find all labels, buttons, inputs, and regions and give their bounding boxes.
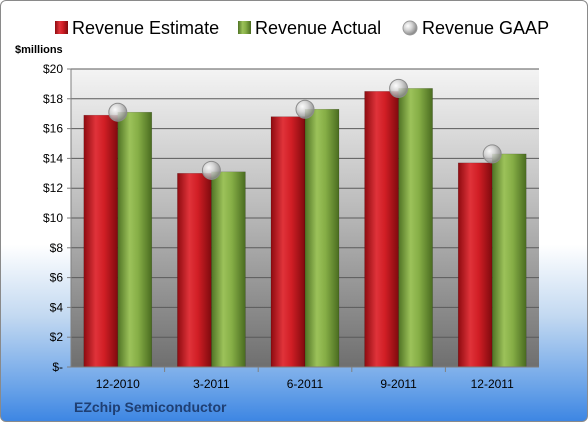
revenue-estimate-bar: [364, 91, 399, 368]
gaap-markers: [108, 78, 502, 180]
revenue-actual-bar: [304, 108, 340, 368]
legend-swatch-red: [55, 21, 68, 34]
revenue-gaap-marker: [482, 144, 502, 164]
legend-label-revenue-estimate: Revenue Estimate: [72, 18, 219, 38]
legend: Revenue Estimate Revenue Actual Revenue …: [55, 18, 549, 38]
company-name: EZchip Semiconductor: [74, 399, 227, 415]
revenue-estimate-bar: [270, 116, 306, 368]
y-tick-label: $8: [50, 241, 64, 255]
y-tick-label: $20: [43, 62, 63, 76]
y-axis-ticks: $- $2 $4 $6 $8 $10 $12 $14 $16 $18 $20: [43, 62, 71, 374]
revenue-estimate-bar: [177, 173, 212, 368]
x-tick-label: 3-2011: [193, 377, 230, 391]
legend-item-revenue-estimate: Revenue Estimate: [55, 18, 219, 38]
revenue-gaap-marker: [389, 78, 409, 98]
revenue-estimate-bar: [83, 114, 119, 368]
legend-item-revenue-actual: Revenue Actual: [238, 18, 381, 38]
y-tick-label: $2: [50, 330, 64, 344]
x-tick-label: 6-2011: [287, 377, 324, 391]
y-axis-unit-label: $millions: [15, 44, 63, 56]
legend-label-revenue-actual: Revenue Actual: [255, 18, 381, 38]
legend-item-revenue-gaap: Revenue GAAP: [402, 18, 549, 38]
y-tick-label: $-: [52, 360, 63, 374]
y-tick-label: $12: [43, 181, 63, 195]
revenue-gaap-marker: [295, 99, 315, 119]
y-tick-label: $4: [50, 300, 64, 314]
x-tick-label: 12-2011: [471, 377, 514, 391]
y-tick-label: $10: [43, 211, 63, 225]
y-tick-label: $18: [43, 92, 63, 106]
x-tick-label: 9-2011: [380, 377, 417, 391]
revenue-actual-bar: [117, 111, 153, 368]
revenue-actual-bar: [398, 88, 433, 368]
revenue-estimate-bar: [457, 162, 493, 368]
y-tick-label: $6: [50, 271, 64, 285]
revenue-actual-bar: [211, 171, 246, 368]
x-tick-label: 12-2010: [96, 377, 140, 391]
revenue-gaap-marker: [201, 160, 221, 180]
revenue-actual-bar: [491, 153, 527, 368]
legend-label-revenue-gaap: Revenue GAAP: [422, 18, 549, 38]
revenue-gaap-marker: [108, 102, 128, 122]
legend-swatch-green: [238, 21, 251, 34]
bars: [83, 88, 527, 368]
y-tick-label: $16: [43, 122, 63, 136]
x-axis-ticks: 12-2010 3-2011 6-2011 9-2011 12-2011: [96, 367, 514, 391]
legend-marker-gaap: [402, 20, 418, 36]
y-tick-label: $14: [43, 151, 63, 165]
